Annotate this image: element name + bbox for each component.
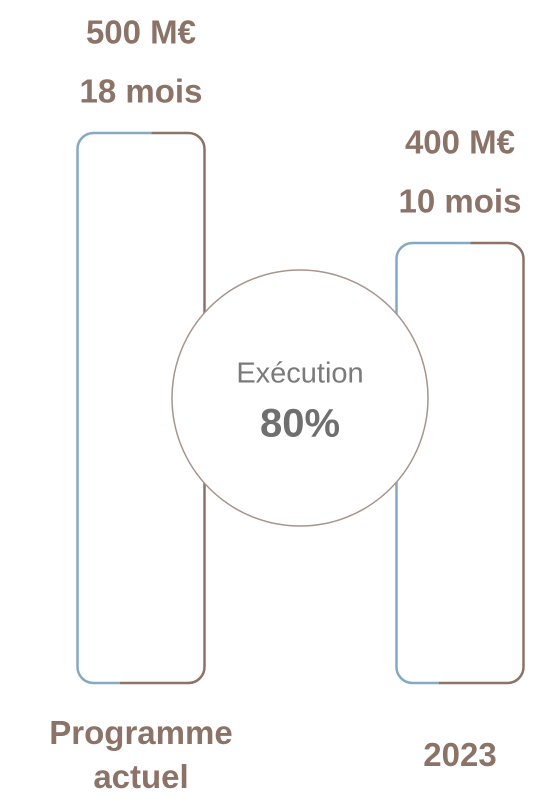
bar <box>395 241 525 685</box>
annotation-text: Exécution <box>236 358 363 390</box>
duration-label: 18 mois <box>80 73 203 110</box>
duration-label: 10 mois <box>399 183 522 220</box>
execution-circle <box>171 269 429 527</box>
value-label: 500 M€ <box>86 14 196 51</box>
annotation-label: 80% <box>260 402 340 446</box>
value-label: 400 M€ <box>405 124 515 161</box>
category-label: Programme actuel <box>49 714 233 795</box>
category-label: 2023 <box>423 736 497 773</box>
